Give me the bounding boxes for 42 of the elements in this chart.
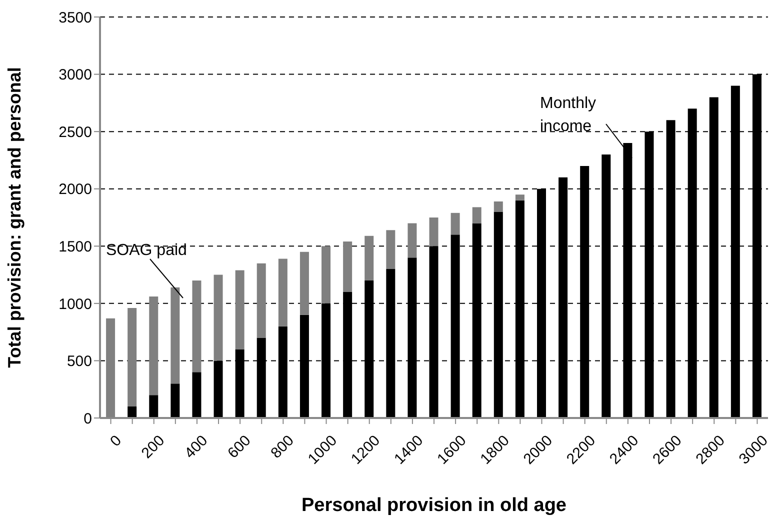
- y-tick-label: 0: [84, 410, 92, 428]
- bar: [192, 280, 202, 372]
- bar: [494, 212, 503, 418]
- x-axis-title: Personal provision in old age: [302, 495, 566, 516]
- y-tick-label: 2500: [58, 124, 92, 141]
- y-tick-label: 1000: [58, 296, 92, 313]
- bar: [300, 252, 309, 315]
- y-tick-label: 1500: [58, 238, 92, 256]
- bar: [494, 201, 503, 212]
- series-label: Monthly income: [540, 95, 596, 135]
- bar: [128, 406, 137, 418]
- bar: [364, 236, 374, 281]
- bar: [472, 207, 482, 224]
- bar: [170, 287, 180, 384]
- series-label: SOAG paid: [106, 242, 187, 259]
- bar: [450, 212, 460, 235]
- bar: [192, 372, 202, 418]
- bar: [322, 246, 331, 304]
- bar: [278, 258, 288, 326]
- bar: [128, 308, 137, 407]
- bar: [429, 218, 438, 246]
- bar: [214, 274, 223, 361]
- y-axis-title: Total provision: grant and personal: [4, 67, 24, 368]
- y-tick-label: 2000: [58, 181, 92, 198]
- bar: [386, 269, 396, 418]
- x-tick-label: 0: [107, 432, 125, 450]
- x-tick-label: 800: [268, 432, 298, 462]
- bar: [386, 230, 396, 270]
- x-tick-label: 400: [181, 432, 212, 462]
- bar: [408, 223, 417, 258]
- bar: [256, 263, 266, 338]
- bar: [515, 194, 524, 200]
- bar: [343, 242, 352, 292]
- y-tick-label: 3000: [58, 66, 92, 84]
- x-tick-label: 200: [138, 432, 168, 462]
- bar: [149, 395, 158, 418]
- y-tick-label: 500: [66, 353, 92, 370]
- bar: [149, 296, 158, 396]
- bar: [170, 384, 180, 418]
- x-tick-label: 600: [224, 432, 254, 462]
- bar: [235, 270, 244, 350]
- y-tick-label: 3500: [58, 9, 92, 26]
